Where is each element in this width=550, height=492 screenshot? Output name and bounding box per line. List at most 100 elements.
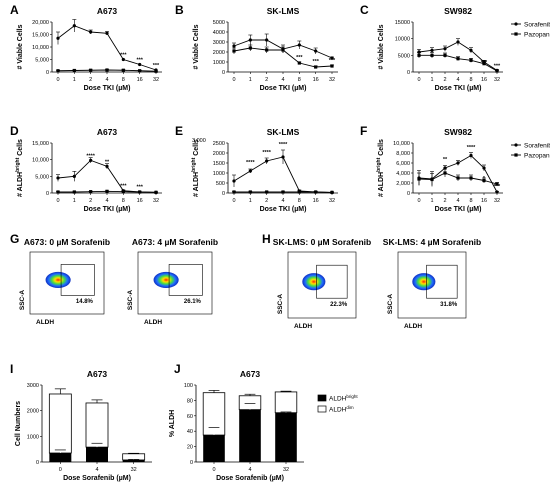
y-tick-label: 1000	[27, 434, 39, 440]
data-point	[248, 38, 252, 42]
x-tick-label: 1	[430, 198, 433, 204]
panel-label: G	[10, 232, 19, 246]
data-point	[154, 190, 158, 194]
legend-label: Pazopanib	[524, 31, 550, 38]
y-tick-label: 60	[187, 414, 193, 420]
significance-mark: **	[443, 157, 448, 163]
x-tick-label: 1	[249, 198, 252, 204]
data-point	[482, 178, 486, 183]
x-tick-label: 32	[153, 77, 159, 83]
data-point	[89, 68, 93, 72]
x-axis-label: Dose TKI (µM)	[260, 85, 307, 92]
y-tick-label: 2000	[213, 151, 225, 157]
data-point	[56, 176, 60, 180]
bar-bright	[122, 459, 145, 462]
data-point	[138, 62, 142, 67]
panel-f: F SW982 0 2,000 4,000 6,000 8,000 10,000 0 1 2 4 8 16…	[360, 124, 550, 213]
x-tick-label: 16	[137, 198, 143, 204]
data-point	[456, 57, 460, 61]
y-tick-label: 1500	[213, 161, 225, 167]
flow-y-label: SSC-A	[127, 290, 134, 311]
x-axis-label: Dose TKI (µM)	[84, 206, 131, 213]
y-axis-label: # Viable Cells	[378, 24, 385, 69]
x-axis-label: Dose TKI (µM)	[435, 85, 482, 92]
x-tick-label: 2	[443, 198, 446, 204]
x-axis-label: Dose Sorafenib (µM)	[63, 475, 131, 482]
flow-plot: A673: 0 µM Sorafenib 14.8% ALDH SSC-A	[19, 237, 110, 326]
y-label-sup: bright	[376, 157, 382, 171]
y-tick-label: 5,000	[35, 174, 49, 180]
data-point	[248, 46, 252, 50]
series-sorafenib	[232, 149, 334, 194]
bar-dim	[85, 402, 109, 448]
series-pazopanib	[417, 168, 499, 186]
bar-dim	[48, 393, 72, 454]
y-tick-label: 1000	[213, 60, 225, 66]
y-tick-label: 0	[407, 191, 410, 197]
data-point	[495, 182, 499, 186]
y-axis-label: Cell Numbers	[15, 401, 22, 446]
y-tick-label: 0	[36, 460, 39, 466]
y-tick-label: 15000	[395, 20, 410, 26]
flow-plot: SK-LMS: 0 µM Sorafenib 22.3% ALDH SSC-A	[273, 237, 371, 330]
gate	[60, 264, 95, 296]
panel-b: B SK-LMS 0 1000 2000 3000 4000 5000 0 1 2 4 8 16 32 Dos…	[175, 3, 338, 92]
panel-h: H SK-LMS: 0 µM Sorafenib22.3%ALDHSSC-ASK-…	[262, 232, 481, 330]
data-point	[443, 53, 447, 57]
x-axis-label: Dose TKI (µM)	[260, 206, 307, 213]
data-point	[330, 190, 334, 194]
x-tick-label: 0	[417, 198, 420, 204]
data-point	[495, 69, 499, 73]
data-point	[469, 58, 473, 62]
significance-mark: ****	[262, 150, 271, 156]
data-point	[469, 153, 473, 158]
data-point	[430, 48, 434, 52]
data-point	[232, 190, 236, 194]
y-tick-label: 5000	[398, 53, 410, 59]
flow-y-label: SSC-A	[277, 294, 284, 315]
y-tick-label: 2000	[213, 50, 225, 56]
legend-swatch	[317, 405, 327, 413]
data-point	[281, 155, 285, 159]
panel-title: SK-LMS	[267, 6, 300, 16]
y-tick-label: 20	[187, 445, 193, 451]
data-point	[232, 49, 236, 53]
y-tick-label: 3000	[27, 383, 39, 389]
panel-label: J	[174, 362, 181, 376]
y-tick-label: 2500	[213, 141, 225, 147]
x-tick-label: 4	[281, 198, 284, 204]
y-tick-label: 0	[46, 191, 49, 197]
panel-title: SW982	[444, 6, 472, 16]
flow-x-label: ALDH	[294, 323, 312, 330]
panel-label: F	[360, 124, 367, 138]
flow-x-label: ALDH	[144, 319, 162, 326]
x-tick-label: 8	[122, 198, 125, 204]
y-tick-label: 15,000	[32, 141, 49, 147]
significance-mark: ***	[481, 60, 488, 66]
y-tick-label: 3000	[213, 40, 225, 46]
significance-mark: ****	[467, 145, 476, 151]
x-tick-label: 4	[456, 198, 459, 204]
cell-density	[45, 271, 71, 288]
bar-bright	[203, 435, 225, 462]
significance-mark: ***	[120, 53, 127, 59]
gate-percent: 14.8%	[76, 299, 94, 305]
data-point	[72, 24, 76, 28]
flow-x-label: ALDH	[404, 323, 422, 330]
legend-label: ALDHdim	[329, 405, 354, 414]
panel-e: E SK-LMS 0 500 1000 1500 2000 2500 0 1 2 4 8 16 32 Dose…	[175, 124, 338, 213]
y-tick-label: 10,000	[32, 158, 49, 164]
x-tick-label: 8	[469, 198, 472, 204]
cell-density	[412, 273, 436, 291]
significance-mark: ****	[86, 153, 95, 159]
data-point	[72, 174, 76, 178]
y-tick-label: 2000	[27, 409, 39, 415]
series-pazopanib	[232, 190, 334, 194]
y-tick-label: 80	[187, 398, 193, 404]
panel-label: B	[175, 3, 184, 17]
y-tick-label: 100	[184, 383, 193, 389]
data-point	[456, 176, 460, 180]
y-tick-label: 1000	[213, 171, 225, 177]
data-point	[248, 190, 252, 194]
